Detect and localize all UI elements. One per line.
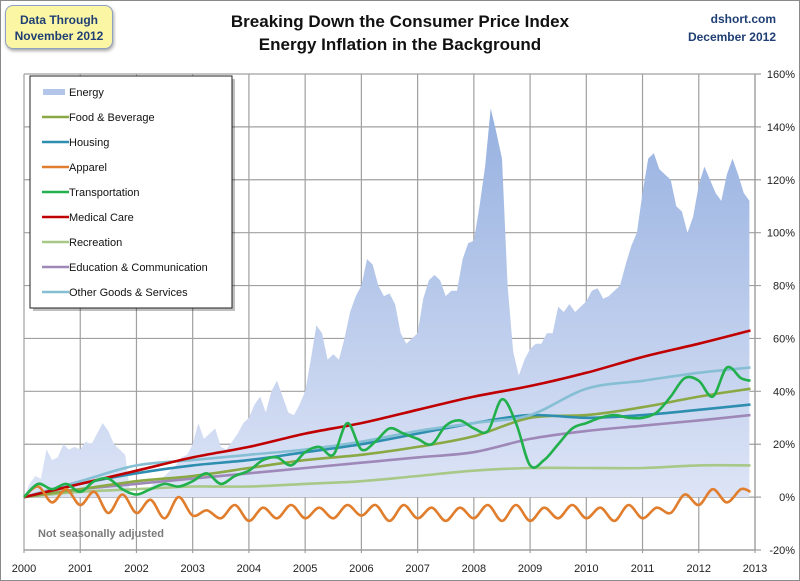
energy-area-layer [24, 108, 750, 498]
chart-title: Breaking Down the Consumer Price Index E… [160, 10, 640, 56]
y-tick-label: 60% [773, 333, 795, 345]
title-line-2: Energy Inflation in the Background [258, 35, 542, 54]
series-line-housing [23, 403, 751, 499]
x-tick-label: 2006 [349, 563, 373, 575]
source-line-1: dshort.com [710, 12, 776, 26]
x-tick-label: 2008 [462, 563, 486, 575]
x-tick-label: 2010 [574, 563, 598, 575]
axes: 2000 2001 2002 2003 2004 2005 2006 2007 2008 2009… [12, 69, 795, 575]
y-tick-label: -20% [769, 545, 795, 557]
x-tick-label: 2013 [743, 563, 767, 575]
y-tick-label: 40% [773, 386, 795, 398]
legend-label-education-communication: Education & Communication [69, 262, 208, 274]
legend-label-medical-care: Medical Care [69, 212, 134, 224]
title-line-1: Breaking Down the Consumer Price Index [230, 12, 570, 31]
y-tick-label: 80% [773, 281, 795, 293]
data-through-badge: Data Through November 2012 [5, 5, 113, 49]
series-line-transportation [23, 365, 751, 499]
y-tick-label: 160% [767, 69, 795, 81]
x-tick-label: 2012 [687, 563, 711, 575]
not-seasonally-adjusted-note: Not seasonally adjusted [38, 528, 164, 540]
legend-label-food-beverage: Food & Beverage [69, 112, 155, 124]
series-line-education-communication [23, 413, 751, 499]
series-line-food-beverage [23, 387, 751, 499]
legend-label-recreation: Recreation [69, 237, 122, 249]
source-credit: dshort.com December 2012 [688, 10, 776, 46]
x-tick-label: 2000 [12, 563, 36, 575]
x-tick-label: 2007 [405, 563, 429, 575]
energy-area [24, 108, 750, 498]
x-tick-label: 2009 [518, 563, 542, 575]
series-lines-layer [23, 329, 752, 523]
y-tick-label: 0% [779, 492, 795, 504]
legend-label-transportation: Transportation [69, 187, 140, 199]
legend-swatch-energy [43, 89, 65, 95]
badge-line-2: November 2012 [14, 29, 104, 43]
legend-label-energy: Energy [69, 87, 104, 99]
legend-label-other-goods-services: Other Goods & Services [69, 287, 188, 299]
legend-label-housing: Housing [69, 137, 109, 149]
y-tick-label: 100% [767, 228, 795, 240]
legend: Energy Food & Beverage Housing Apparel Trans… [29, 75, 235, 311]
x-tick-label: 2001 [68, 563, 92, 575]
series-line-other-goods-services [23, 366, 751, 499]
x-tick-label: 2005 [293, 563, 317, 575]
x-tick-label: 2011 [631, 563, 655, 575]
legend-label-apparel: Apparel [69, 162, 107, 174]
y-tick-label: 20% [773, 439, 795, 451]
y-tick-label: 120% [767, 175, 795, 187]
x-tick-label: 2003 [180, 563, 204, 575]
badge-line-1: Data Through [20, 13, 98, 27]
series-line-recreation [23, 463, 751, 499]
x-tick-label: 2002 [124, 563, 148, 575]
y-tick-label: 140% [767, 122, 795, 134]
series-line-apparel [23, 485, 752, 523]
x-tick-label: 2004 [237, 563, 261, 575]
source-line-2: December 2012 [687, 30, 776, 44]
series-line-medical-care [23, 329, 751, 499]
